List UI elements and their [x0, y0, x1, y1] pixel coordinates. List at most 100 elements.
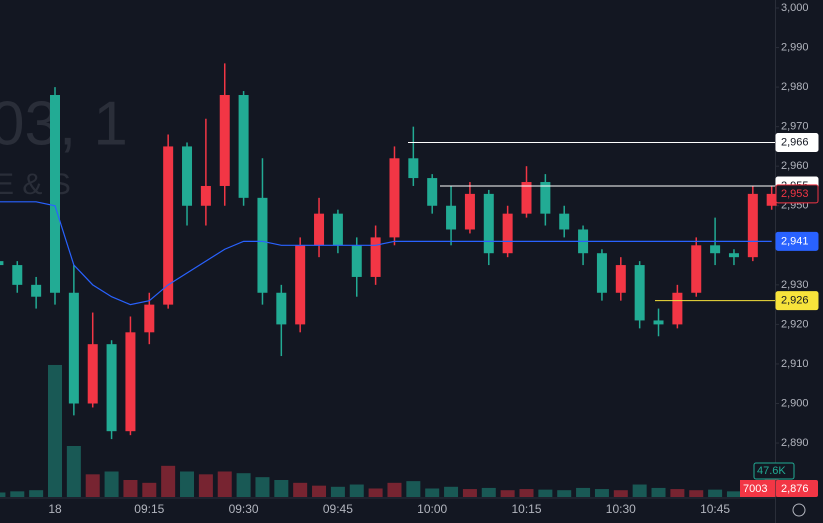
candle-body [370, 237, 381, 277]
volume-bar [198, 474, 213, 497]
volume-bar [444, 486, 459, 497]
volume-bar [312, 485, 327, 497]
countdown-tag [740, 480, 775, 497]
volume-bar [0, 492, 6, 497]
candle-body [219, 95, 230, 186]
candle-body [163, 146, 174, 305]
candle-body [332, 213, 343, 246]
volume-tag-label: 47.6K [757, 465, 786, 477]
candle-body [747, 193, 758, 258]
candle-body [295, 245, 306, 325]
volume-bar [368, 488, 383, 497]
volume-bar [180, 471, 195, 497]
price-tag-label: 2,966 [781, 136, 809, 148]
price-tag [775, 231, 819, 251]
candle-body [615, 265, 626, 293]
price-tag-label: 2,876 [781, 483, 809, 495]
candle-body [634, 265, 645, 321]
price-tag [775, 184, 819, 204]
volume-bar [104, 471, 119, 497]
y-tick-label: 2,990 [781, 41, 809, 53]
volume-bar [500, 490, 515, 497]
x-tick-label: 10:30 [606, 502, 636, 516]
candle-body [502, 213, 513, 254]
candle-body [12, 265, 23, 285]
volume-bar [349, 484, 364, 497]
candle-body [521, 182, 532, 214]
x-tick-label: 09:15 [134, 502, 164, 516]
x-tick-label: 10:15 [511, 502, 541, 516]
candle-body [710, 245, 721, 254]
volume-bar [425, 488, 440, 497]
watermark: E & S [0, 168, 71, 201]
volume-bar [481, 487, 496, 497]
volume-bar [557, 490, 572, 497]
volume-bar [651, 487, 666, 497]
y-tick-label: 2,970 [781, 121, 809, 133]
volume-bar [462, 489, 477, 497]
candle-body [238, 95, 249, 198]
settings-button[interactable] [792, 503, 806, 517]
x-tick-label: 10:45 [700, 502, 730, 516]
candle-body [653, 320, 664, 325]
candle-body [87, 344, 98, 404]
price-tag [775, 291, 819, 311]
volume-bar [519, 489, 534, 497]
candle-body [276, 292, 287, 325]
candle-body [766, 193, 777, 206]
y-tick-label: 2,930 [781, 279, 809, 291]
countdown-label: 7003 [743, 483, 767, 495]
y-tick-label: 2,960 [781, 160, 809, 172]
volume-bar [48, 364, 62, 497]
candle-body [728, 253, 739, 258]
volume-bar [10, 491, 25, 497]
volume-bar [161, 465, 176, 497]
y-tick-label: 2,900 [781, 397, 809, 409]
candle-body [559, 213, 570, 230]
candle-body [464, 193, 475, 230]
candle-body [408, 158, 419, 179]
x-tick-label: 09:30 [229, 502, 259, 516]
y-tick-label: 3,000 [781, 2, 809, 14]
price-tag-label: 2,953 [781, 188, 809, 200]
volume-bar [726, 491, 741, 497]
volume-bar [632, 484, 647, 497]
volume-bar [217, 471, 232, 497]
watermark: 03, 1 [0, 89, 128, 158]
candle-body [125, 332, 136, 432]
volume-bar [255, 477, 270, 497]
y-tick-label: 2,980 [781, 81, 809, 93]
candle-body [691, 245, 702, 293]
volume-bar [613, 490, 628, 497]
volume-bar [594, 489, 609, 497]
candle-body [31, 284, 42, 297]
candle-body [106, 344, 117, 432]
volume-bar [576, 487, 591, 497]
volume-bar [236, 473, 251, 497]
x-tick-label: 09:45 [323, 502, 353, 516]
candle-body [351, 245, 362, 277]
candle-body [0, 261, 4, 266]
candle-body [389, 158, 400, 238]
candle-body [200, 185, 211, 206]
volume-bar [142, 482, 157, 497]
candle-body [540, 182, 551, 214]
candle-body [182, 146, 193, 206]
candle-body [446, 205, 457, 230]
y-tick-label: 2,910 [781, 358, 809, 370]
x-tick-label: 10:00 [417, 502, 447, 516]
candle-body [144, 304, 155, 333]
candle-body [68, 292, 79, 404]
volume-bar [123, 480, 138, 497]
volume-bar [66, 446, 81, 497]
volume-bar [708, 489, 723, 497]
price-tag-label: 2,926 [781, 295, 809, 307]
candle-body [596, 253, 607, 293]
volume-tag [753, 462, 795, 480]
x-tick-label: 18 [48, 502, 62, 516]
volume-bar [387, 482, 402, 497]
volume-bar [689, 490, 704, 497]
volume-bar [85, 474, 100, 497]
volume-bar [670, 489, 685, 497]
